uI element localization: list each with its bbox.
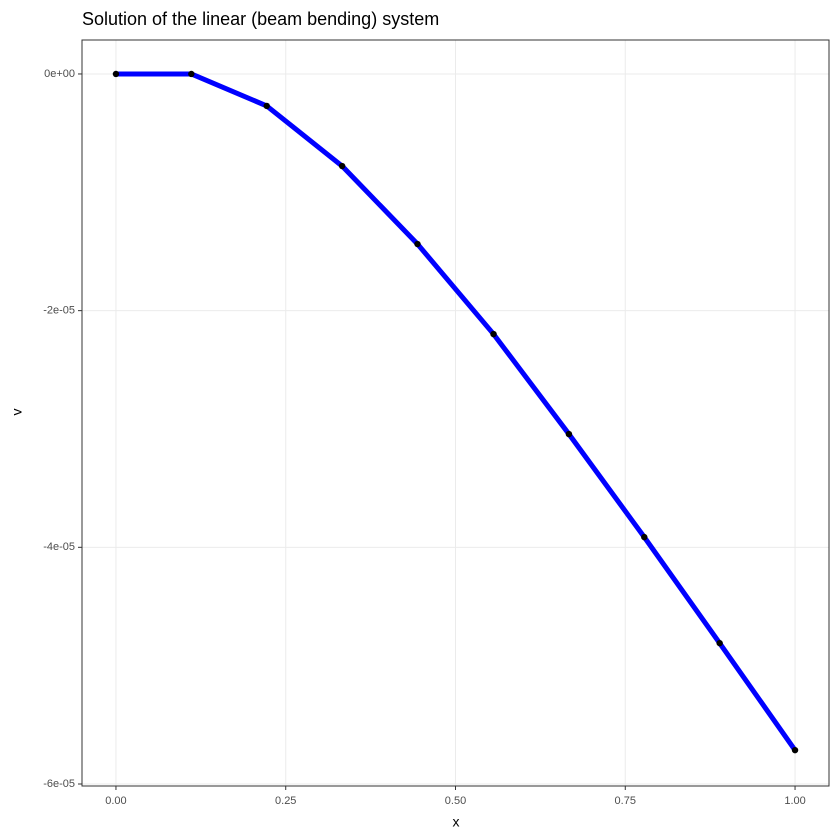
y-axis-label: v xyxy=(9,409,25,416)
x-tick-label: 0.75 xyxy=(615,795,636,807)
y-tick-label: -6e-05 xyxy=(43,778,75,790)
point xyxy=(716,639,723,647)
x-tick-label: 1.00 xyxy=(784,795,805,807)
plot-border xyxy=(81,39,830,787)
x-tick-label: 0.25 xyxy=(275,795,296,807)
y-tick-label: -4e-05 xyxy=(43,541,75,553)
point xyxy=(263,102,270,110)
point xyxy=(641,533,648,541)
x-tick-label: 0.00 xyxy=(105,795,126,807)
chart-title: Solution of the linear (beam bending) sy… xyxy=(82,9,439,29)
y-tick-label: -2e-05 xyxy=(43,305,75,317)
point xyxy=(791,746,799,754)
y-tick-label: 0e+00 xyxy=(44,68,75,80)
point xyxy=(565,430,573,438)
x-tick-label: 0.50 xyxy=(445,795,466,807)
point xyxy=(338,162,346,170)
point xyxy=(188,70,195,78)
point xyxy=(112,70,120,78)
point xyxy=(490,330,497,338)
x-axis-label: x xyxy=(453,814,460,830)
point xyxy=(414,240,421,248)
line xyxy=(115,71,798,752)
